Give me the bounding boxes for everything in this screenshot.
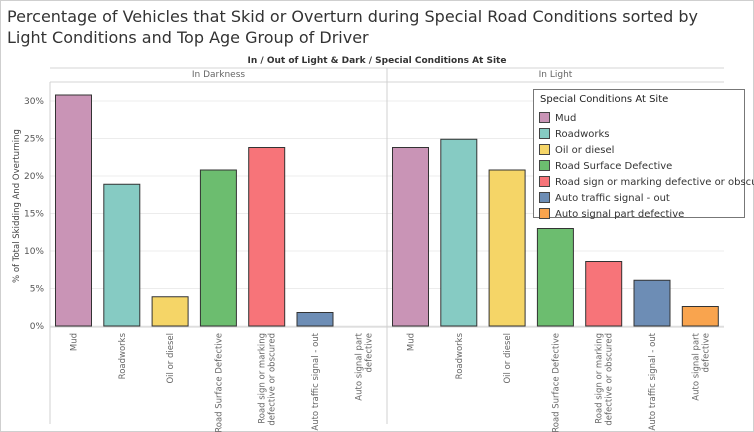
x-tick-label: Auto traffic signal - out [648,332,658,430]
x-tick-label: defective or obscured [268,333,278,426]
bar [488,169,526,327]
legend-swatch [539,112,550,123]
y-tick-label: 20% [24,172,44,182]
x-tick-label: Roadworks [455,332,465,379]
legend-swatch [539,208,550,219]
legend[interactable]: Special Conditions At Site Mud Roadworks O… [533,89,754,220]
y-tick-label: 0% [30,322,45,332]
x-tick-label: Roadworks [118,332,128,379]
x-tick-label: Road sign or marking [258,333,268,424]
x-tick-label: Auto traffic signal - out [311,332,321,430]
x-tick-label: Auto signal part [691,332,701,400]
x-tick-label: Road sign or marking [595,333,605,424]
legend-label: Roadworks [555,129,610,140]
legend-item[interactable]: Road sign or marking defective or obscur… [539,176,754,190]
legend-label: Oil or diesel [555,145,615,156]
legend-item[interactable]: Roadworks [539,128,610,142]
bar [681,306,719,327]
legend-swatch [539,160,550,171]
legend-swatch [539,176,550,187]
legend-item[interactable]: Mud [539,112,576,126]
column-header: In / Out of Light & Dark / Special Condi… [248,56,507,66]
y-tick-label: 15% [24,210,44,220]
x-tick-label: defective [364,333,374,372]
legend-swatch [539,128,550,139]
bar [633,279,671,327]
legend-swatch [539,192,550,203]
legend-label: Auto traffic signal - out [555,193,670,204]
x-tick-label: Oil or diesel [166,333,176,384]
bar [103,183,141,327]
bar [536,228,574,327]
legend-title: Special Conditions At Site [540,94,669,105]
x-tick-label: Auto signal part [354,332,364,400]
x-tick-label: Mud [407,333,417,351]
bar [248,147,286,327]
legend-label: Mud [555,113,577,124]
bar [199,169,237,327]
x-tick-label: defective or obscured [605,333,615,426]
bar [585,261,623,327]
y-axis-label: % of Total Skidding And Overturning [12,129,22,283]
legend-item[interactable]: Oil or diesel [539,144,614,158]
y-tick-label: 5% [30,285,45,295]
x-tick-label: Mud [70,333,80,351]
bar [392,147,429,327]
legend-item[interactable]: Auto signal part defective [539,208,684,222]
bar [55,94,92,327]
legend-label: Auto signal part defective [555,209,685,220]
bar [296,312,334,327]
x-tick-label: defective [701,333,711,372]
legend-item[interactable]: Road Surface Defective [539,160,672,174]
y-tick-label: 10% [24,247,44,257]
x-tick-label: Road Surface Defective [214,333,224,432]
bar [440,138,478,327]
x-tick-label: Oil or diesel [503,333,513,384]
panel-label: In Light [539,70,573,80]
y-tick-label: 30% [24,97,44,107]
bar [151,296,189,327]
chart-title: Percentage of Vehicles that Skid or Over… [7,7,698,47]
legend-label: Road Surface Defective [555,161,673,172]
x-tick-label: Road Surface Defective [551,333,561,432]
legend-swatch [539,144,550,155]
panel-label: In Darkness [192,70,246,80]
legend-label: Road sign or marking defective or obscur… [555,177,754,188]
y-tick-label: 25% [24,135,44,145]
legend-item[interactable]: Auto traffic signal - out [539,192,670,206]
